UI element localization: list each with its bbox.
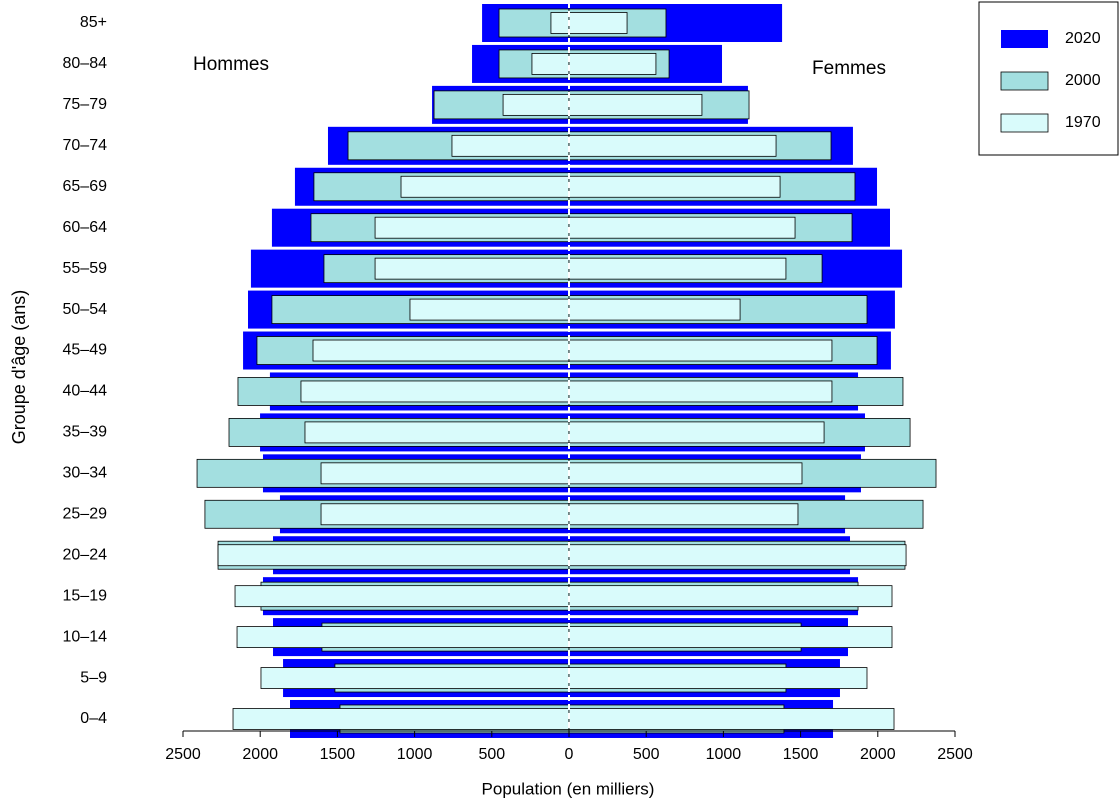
bar — [568, 257, 787, 280]
bar — [568, 585, 893, 608]
bar — [374, 216, 570, 239]
bar — [217, 544, 570, 567]
x-tick-label: 1500 — [320, 746, 356, 763]
bar — [568, 708, 895, 730]
x-tick-label: 1500 — [783, 746, 819, 763]
bar — [236, 626, 570, 648]
bar — [300, 380, 570, 403]
bar — [304, 421, 570, 444]
bar — [568, 216, 796, 239]
bar — [568, 503, 799, 526]
bar — [568, 421, 825, 444]
bar — [232, 708, 570, 730]
y-tick-label: 65–69 — [63, 178, 108, 195]
y-axis-label: Groupe d'âge (ans) — [9, 290, 29, 445]
bar — [568, 134, 777, 157]
x-tick-label: 500 — [478, 746, 505, 763]
legend-label: 2000 — [1065, 72, 1101, 89]
bar — [568, 93, 703, 116]
bar — [568, 380, 833, 403]
y-tick-label: 40–44 — [63, 383, 108, 400]
x-tick-label: 1000 — [397, 746, 433, 763]
legend-label: 1970 — [1065, 114, 1101, 131]
bar — [260, 667, 570, 689]
bar — [234, 585, 570, 608]
y-tick-label: 80–84 — [63, 55, 108, 72]
bar — [374, 257, 570, 280]
x-tick-label: 1000 — [706, 746, 742, 763]
legend-swatch — [1000, 71, 1049, 91]
y-tick-label: 20–24 — [63, 546, 108, 563]
bar — [568, 12, 628, 34]
y-tick-label: 50–54 — [63, 301, 108, 318]
bar — [320, 503, 570, 526]
bar — [320, 462, 570, 485]
left-annotation: Hommes — [193, 54, 269, 75]
x-tick-label: 2500 — [937, 746, 973, 763]
bar — [568, 462, 803, 485]
right-annotation: Femmes — [812, 58, 886, 79]
bar — [409, 298, 570, 321]
y-tick-label: 10–14 — [63, 628, 108, 645]
bar — [568, 298, 741, 321]
x-tick-label: 2000 — [860, 746, 896, 763]
y-tick-label: 60–64 — [63, 219, 108, 236]
x-tick-label: 500 — [633, 746, 660, 763]
bar — [568, 544, 907, 567]
bar — [568, 626, 893, 648]
bar — [568, 339, 833, 362]
bar — [568, 53, 657, 75]
x-axis-label: Population (en milliers) — [482, 779, 655, 798]
legend-swatch — [1000, 113, 1049, 133]
bar — [400, 175, 570, 198]
x-tick-label: 2000 — [242, 746, 278, 763]
bar — [451, 134, 570, 157]
x-tick-label: 0 — [565, 746, 574, 763]
legend-label: 2020 — [1065, 30, 1101, 47]
bar — [568, 667, 868, 689]
y-tick-label: 30–34 — [63, 465, 108, 482]
y-tick-label: 55–59 — [63, 260, 108, 277]
y-tick-label: 5–9 — [80, 669, 107, 686]
y-tick-label: 35–39 — [63, 424, 108, 441]
bar — [550, 12, 570, 34]
x-tick-label: 2500 — [165, 746, 201, 763]
legend-swatch — [1001, 30, 1048, 48]
y-tick-label: 70–74 — [63, 137, 108, 154]
bar — [502, 93, 570, 116]
bar — [568, 175, 781, 198]
y-tick-label: 75–79 — [63, 96, 108, 113]
bar — [312, 339, 570, 362]
y-tick-label: 15–19 — [63, 587, 108, 604]
y-tick-label: 85+ — [80, 14, 107, 31]
y-tick-label: 25–29 — [63, 505, 108, 522]
y-tick-label: 45–49 — [63, 342, 108, 359]
bar — [531, 53, 570, 75]
y-tick-label: 0–4 — [80, 710, 107, 727]
